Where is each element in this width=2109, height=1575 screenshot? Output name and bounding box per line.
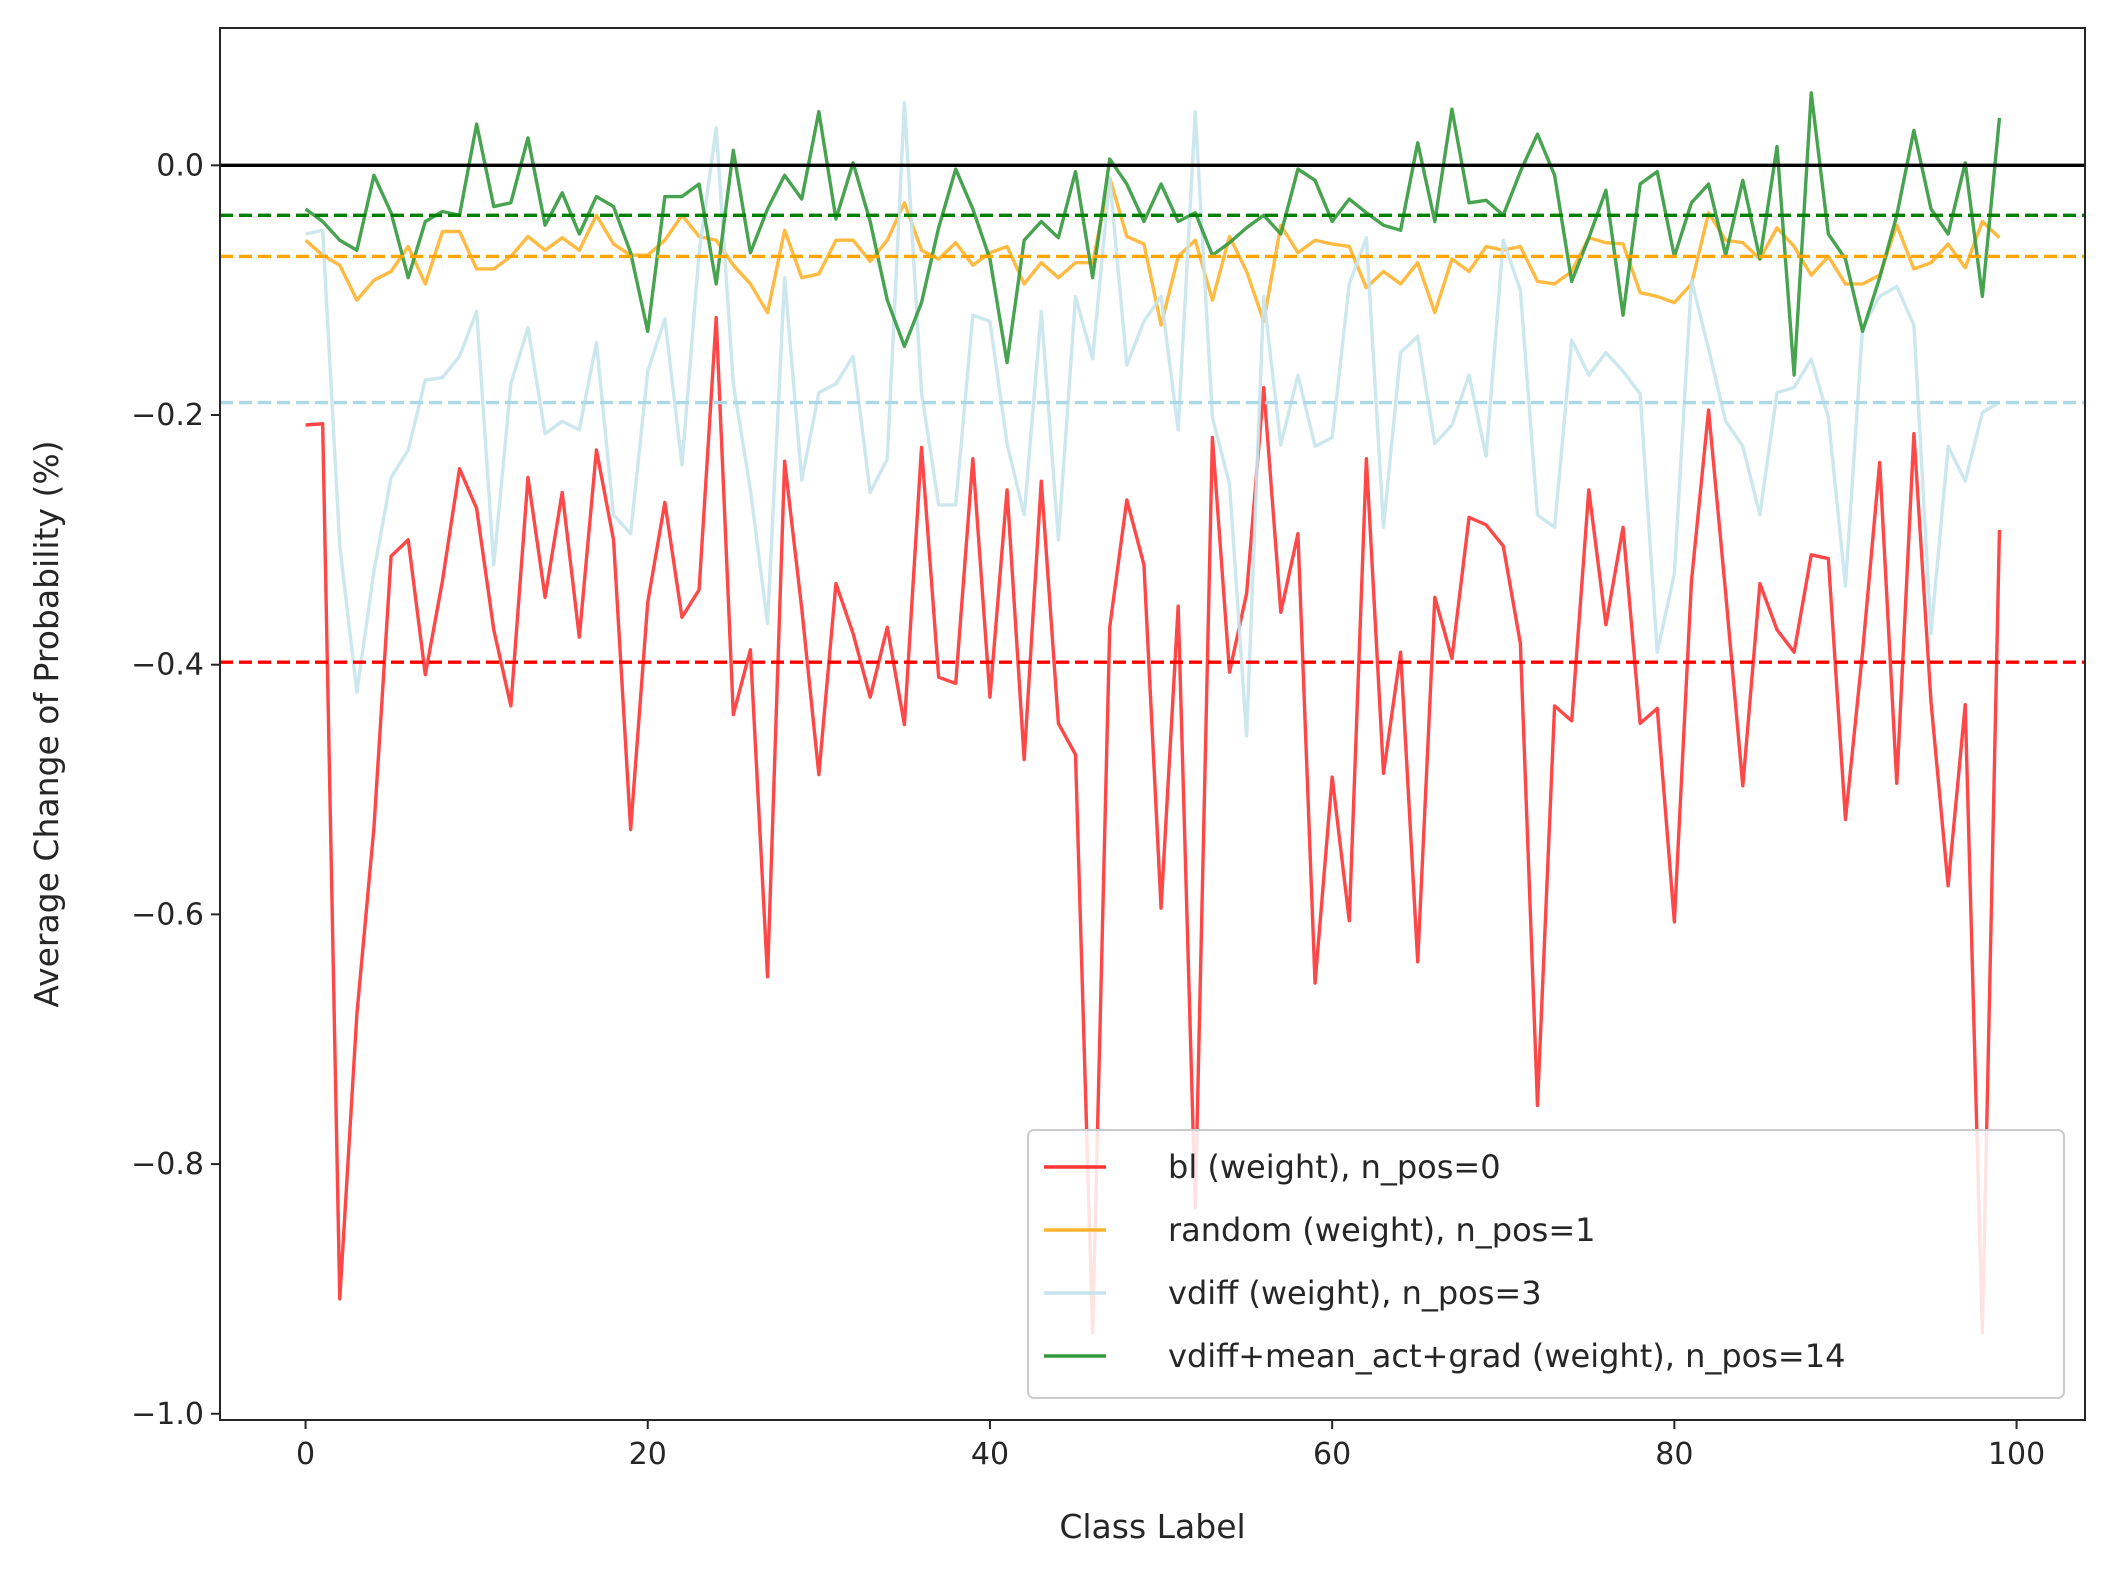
x-tick-label: 40 [971, 1437, 1009, 1472]
x-tick-label: 100 [1988, 1437, 2045, 1472]
x-axis-ticks: 0 20 40 60 80 100 [296, 1420, 2045, 1472]
x-tick-label: 60 [1313, 1437, 1351, 1472]
y-axis-label: Average Change of Probability (%) [27, 440, 66, 1007]
y-tick-label: 0.0 [156, 148, 204, 183]
series-line-1 [305, 315, 2002, 1335]
mean-lines-layer [220, 213, 2085, 664]
series-line-3 [305, 101, 2001, 738]
x-tick-label: 20 [629, 1437, 667, 1472]
plot-frame [219, 27, 2086, 1421]
y-tick-label: −1.0 [131, 1397, 204, 1432]
legend-box [1027, 1129, 2065, 1399]
legend-label: vdiff+mean_act+grad (weight), n_pos=14 [1168, 1337, 1845, 1375]
legend-label: random (weight), n_pos=1 [1168, 1211, 1596, 1249]
y-tick-label: −0.6 [131, 897, 204, 932]
x-tick-label: 80 [1655, 1437, 1693, 1472]
y-tick-label: −0.2 [131, 398, 204, 433]
y-tick-label: −0.4 [131, 648, 204, 683]
y-axis-ticks: 0.0 −0.2 −0.4 −0.6 −0.8 −1.0 [131, 148, 220, 1432]
legend-label: bl (weight), n_pos=0 [1168, 1148, 1501, 1186]
y-tick-label: −0.8 [131, 1147, 204, 1182]
x-axis-label: Class Label [1059, 1507, 1245, 1546]
legend-label: vdiff (weight), n_pos=3 [1168, 1274, 1542, 1312]
x-tick-label: 0 [296, 1437, 315, 1472]
